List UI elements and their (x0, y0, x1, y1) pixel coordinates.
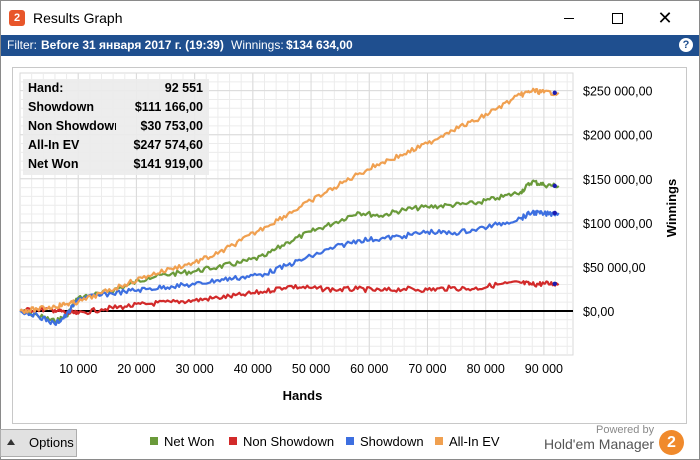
stats-label: Non Showdown (28, 119, 116, 133)
y-tick-label: $150 000,00 (583, 173, 653, 187)
stats-value: $247 574,60 (133, 138, 203, 152)
hm2-brand-logo-icon: 2 (659, 430, 684, 455)
x-tick-label: 20 000 (117, 362, 155, 376)
stats-label: All-In EV (28, 138, 80, 152)
legend-item-all-in-ev[interactable]: All-In EV (435, 434, 500, 449)
series-line-all-in-ev (19, 87, 560, 315)
x-tick-label: 30 000 (176, 362, 214, 376)
stats-row-non-showdown: Non Showdown $30 753,00 (28, 119, 203, 138)
stats-value: $141 919,00 (133, 157, 203, 171)
stats-row-net-won: Net Won $141 919,00 (28, 157, 203, 176)
maximize-icon (611, 12, 623, 24)
help-icon[interactable]: ? (679, 38, 693, 52)
filter-label: Filter: (7, 38, 37, 52)
series-end-marker (552, 281, 557, 287)
options-button[interactable]: Options (0, 429, 77, 457)
y-tick-label: $0,00 (583, 305, 614, 319)
x-tick-label: 60 000 (350, 362, 388, 376)
x-tick-label: 90 000 (525, 362, 563, 376)
legend-swatch (229, 437, 237, 445)
legend-label: Net Won (164, 434, 215, 449)
stats-box: Hand: 92 551 Showdown $111 166,00 Non Sh… (23, 79, 209, 175)
triangle-up-icon (7, 439, 15, 445)
stats-value: 92 551 (164, 81, 203, 95)
series-line-net-won (19, 179, 560, 325)
hm2-logo-icon: 2 (9, 10, 25, 26)
y-tick-label: $100 000,00 (583, 217, 653, 231)
series-end-marker (552, 210, 557, 216)
x-tick-label: 70 000 (408, 362, 446, 376)
legend-label: Non Showdown (243, 434, 335, 449)
brand-name: Hold'em Manager (544, 436, 655, 452)
stats-row-all-in-ev: All-In EV $247 574,60 (28, 138, 203, 157)
winnings-value: $134 634,00 (286, 38, 353, 52)
results-chart: 10 000 20 000 30 000 40 000 50 000 60 000 70 0… (19, 72, 679, 403)
options-label: Options (29, 435, 74, 450)
stats-value: $30 753,00 (140, 119, 203, 133)
stats-label: Hand: (28, 81, 64, 95)
stats-label: Showdown (28, 100, 94, 114)
series-end-marker (552, 183, 557, 189)
x-tick-label: 40 000 (234, 362, 272, 376)
y-tick-label: $50 000,00 (583, 261, 646, 275)
legend-item-non-showdown[interactable]: Non Showdown (229, 434, 334, 449)
y-axis-title: Winnings (664, 179, 679, 237)
minimize-icon (564, 17, 574, 19)
series-line-showdown (19, 209, 560, 326)
minimize-button[interactable] (546, 1, 592, 35)
legend-label: Showdown (360, 434, 424, 449)
x-tick-label: 50 000 (292, 362, 330, 376)
powered-by-text: Powered by (596, 424, 655, 436)
legend-swatch (346, 437, 354, 445)
y-tick-label: $200 000,00 (583, 129, 653, 143)
maximize-button[interactable] (594, 1, 640, 35)
window-title: Results Graph (33, 10, 123, 26)
filter-value: Before 31 января 2017 г. (19:39) (41, 38, 224, 52)
legend-item-net-won[interactable]: Net Won (150, 434, 214, 449)
stats-row-showdown: Showdown $111 166,00 (28, 100, 203, 119)
stats-value: $111 166,00 (134, 100, 203, 114)
winnings-label: Winnings: (231, 38, 284, 52)
stats-label: Net Won (28, 157, 79, 171)
x-tick-label: 10 000 (59, 362, 97, 376)
close-icon: ✕ (657, 8, 673, 28)
stats-row-hands: Hand: 92 551 (28, 81, 203, 100)
title-bar[interactable]: 2 Results Graph ✕ (1, 1, 699, 35)
series-end-marker (552, 90, 557, 95)
legend-item-showdown[interactable]: Showdown (346, 434, 424, 449)
legend-swatch (150, 437, 158, 445)
close-button[interactable]: ✕ (642, 1, 688, 35)
x-tick-label: 80 000 (467, 362, 505, 376)
legend-swatch (435, 437, 443, 445)
series-line-non-showdown (20, 280, 560, 316)
filter-bar[interactable]: Filter: Before 31 января 2017 г. (19:39)… (1, 35, 699, 56)
y-tick-label: $250 000,00 (583, 85, 653, 99)
legend-label: All-In EV (449, 434, 500, 449)
x-axis-title: Hands (283, 388, 323, 403)
